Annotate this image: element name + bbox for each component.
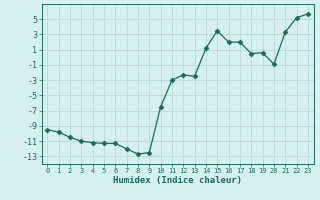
X-axis label: Humidex (Indice chaleur): Humidex (Indice chaleur) bbox=[113, 176, 242, 185]
